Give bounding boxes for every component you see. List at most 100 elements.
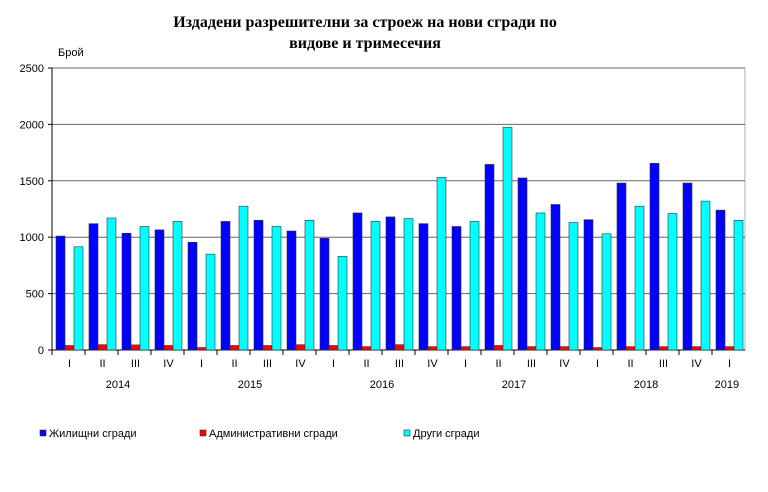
x-tick-label: III: [263, 358, 272, 370]
legend-swatch: [403, 429, 411, 437]
bar-residential: [253, 219, 264, 351]
bar-administrative: [262, 345, 273, 351]
legend-label: Жилищни сгради: [49, 428, 137, 440]
year-label: 2015: [238, 379, 262, 391]
y-tick-label: 1000: [20, 232, 44, 244]
x-tick-label: III: [131, 358, 140, 370]
bar-other: [700, 200, 711, 351]
bar-other: [73, 246, 84, 351]
bar-administrative: [625, 346, 636, 351]
bar-administrative: [658, 346, 669, 351]
x-tick-label: IV: [427, 358, 438, 370]
bar-administrative: [229, 345, 240, 351]
x-tick-label: I: [728, 358, 731, 370]
y-tick-label: 2500: [20, 63, 44, 75]
chart-title: Издадени разрешителни за строеж на нови …: [0, 12, 730, 54]
bar-administrative: [559, 346, 570, 351]
bar-residential: [418, 223, 429, 351]
bar-administrative: [328, 345, 339, 351]
x-tick-label: II: [363, 358, 369, 370]
bar-administrative: [427, 346, 438, 351]
chart-title-line-2: видове и тримесечия: [289, 35, 441, 52]
bar-other: [370, 221, 381, 351]
legend-swatch: [39, 429, 47, 437]
bar-residential: [286, 230, 297, 351]
bar-other: [667, 213, 678, 351]
bar-residential: [187, 241, 198, 351]
bar-other: [172, 221, 183, 351]
bar-administrative: [130, 344, 141, 351]
bar-residential: [616, 182, 627, 351]
bar-residential: [682, 182, 693, 351]
bar-other: [502, 126, 513, 351]
bar-residential: [121, 232, 132, 351]
bar-administrative: [394, 344, 405, 351]
year-label: 2016: [370, 379, 394, 391]
year-label: 2017: [502, 379, 526, 391]
bar-residential: [154, 229, 165, 351]
x-tick-label: II: [627, 358, 633, 370]
bar-other: [205, 253, 216, 351]
y-tick-label: 1500: [20, 176, 44, 188]
y-axis-label: Брой: [58, 47, 84, 59]
year-label: 2019: [715, 379, 739, 391]
bar-other: [271, 226, 282, 351]
bar-residential: [517, 177, 528, 351]
x-tick-label: I: [332, 358, 335, 370]
legend-label: Административни сгради: [209, 428, 338, 440]
bar-residential: [220, 221, 231, 351]
bar-administrative: [691, 346, 702, 351]
bar-residential: [550, 204, 561, 351]
x-tick-label: I: [464, 358, 467, 370]
chart-title-line-1: Издадени разрешителни за строеж на нови …: [173, 14, 557, 31]
bar-administrative: [163, 345, 174, 351]
bar-other: [403, 218, 414, 351]
bar-residential: [484, 164, 495, 351]
plot-frame: [51, 67, 746, 351]
bar-other: [469, 221, 480, 351]
bar-other: [139, 226, 150, 351]
x-tick-label: I: [596, 358, 599, 370]
bar-administrative: [97, 344, 108, 351]
bar-administrative: [526, 346, 537, 351]
legend-swatch: [199, 429, 207, 437]
bar-residential: [88, 223, 99, 351]
x-tick-label: II: [231, 358, 237, 370]
y-tick-label: 500: [26, 289, 44, 301]
x-tick-label: IV: [295, 358, 306, 370]
bar-other: [337, 256, 348, 351]
bar-other: [568, 222, 579, 351]
year-label: 2014: [106, 379, 130, 391]
bar-residential: [715, 209, 726, 351]
y-tick-label: 2000: [20, 119, 44, 131]
x-tick-label: IV: [163, 358, 174, 370]
bar-other: [436, 177, 447, 351]
bar-residential: [583, 219, 594, 351]
bar-administrative: [724, 346, 735, 351]
x-tick-label: I: [68, 358, 71, 370]
bar-administrative: [493, 345, 504, 351]
bar-other: [733, 219, 744, 351]
y-tick-label: 0: [38, 345, 44, 357]
x-tick-label: II: [99, 358, 105, 370]
bar-residential: [352, 212, 363, 351]
x-tick-label: II: [495, 358, 501, 370]
bar-administrative: [361, 346, 372, 351]
x-tick-label: IV: [559, 358, 570, 370]
bar-residential: [55, 235, 66, 351]
bar-residential: [385, 216, 396, 351]
bar-administrative: [295, 344, 306, 351]
year-label: 2018: [634, 379, 658, 391]
bar-residential: [451, 226, 462, 351]
bar-residential: [319, 238, 330, 351]
bar-administrative: [64, 345, 75, 351]
bar-other: [106, 217, 117, 351]
bar-other: [304, 219, 315, 351]
x-tick-label: III: [395, 358, 404, 370]
bar-administrative: [460, 346, 471, 351]
bar-administrative: [196, 347, 207, 351]
bar-other: [601, 233, 612, 351]
bar-residential: [649, 163, 660, 351]
